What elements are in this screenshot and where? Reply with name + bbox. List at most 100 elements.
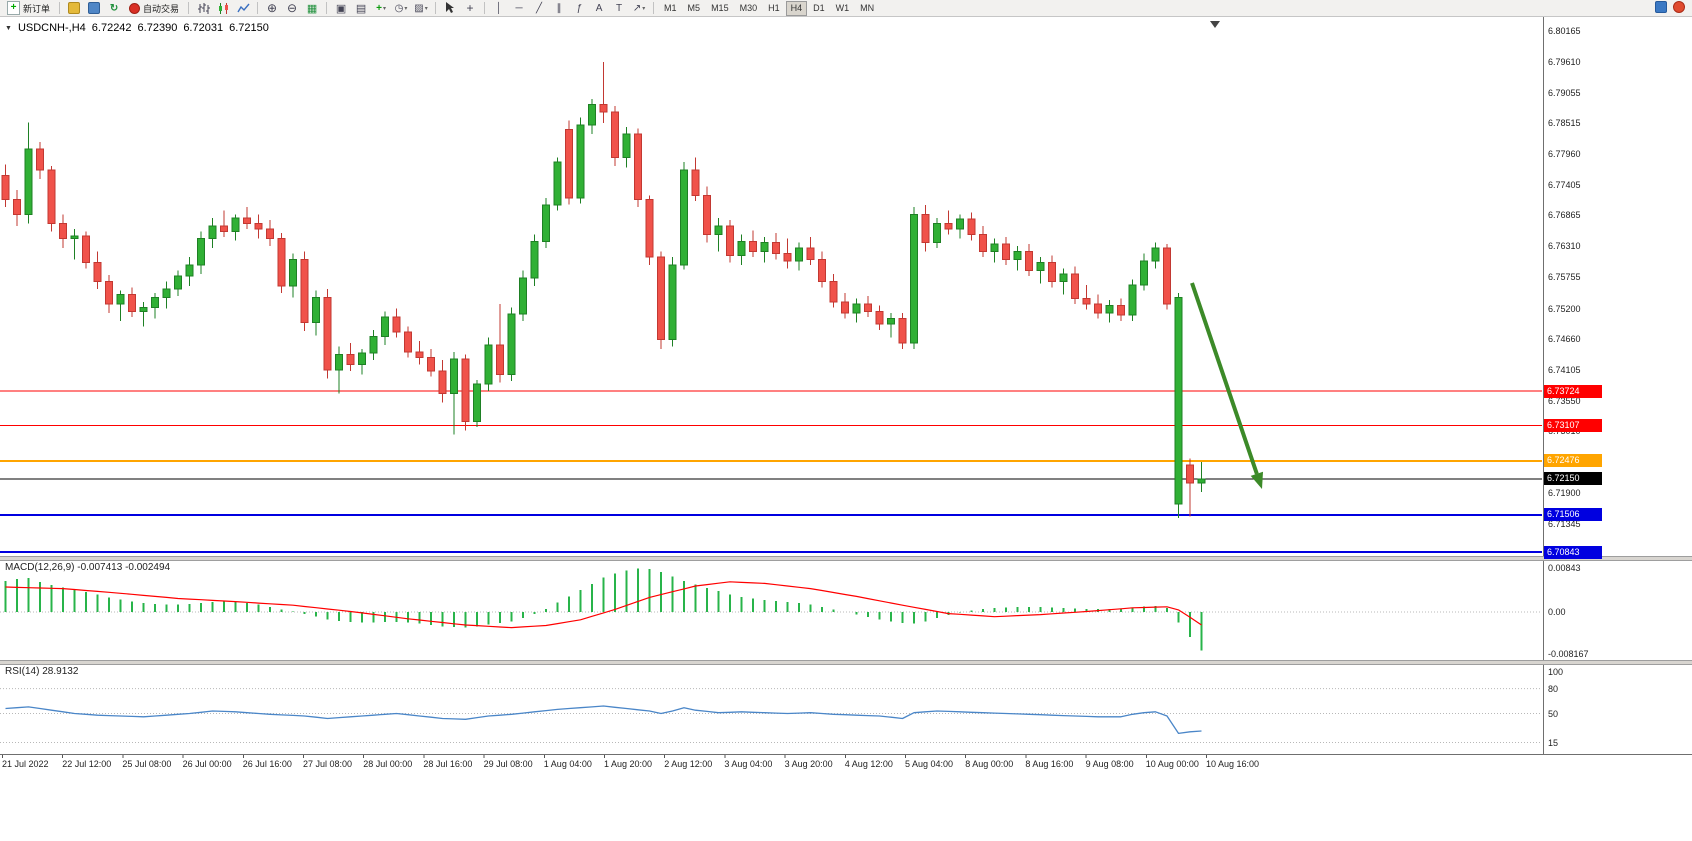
trendline-icon[interactable]: ╱ <box>536 2 543 14</box>
candlestick-chart-icon[interactable] <box>214 1 232 16</box>
candle-body <box>404 331 412 353</box>
candle-body <box>1186 464 1194 484</box>
candle-body <box>1140 260 1148 286</box>
candle-body <box>1151 247 1160 262</box>
label-icon[interactable]: T <box>615 2 623 14</box>
crosshair-icon[interactable]: + <box>466 1 474 15</box>
candle-body <box>1128 284 1137 316</box>
candle-body <box>335 353 343 371</box>
candle-body <box>852 303 861 314</box>
candle-body <box>622 133 631 159</box>
candle-body <box>806 247 815 260</box>
chart-shift-marker[interactable] <box>1210 21 1220 28</box>
refresh-icon[interactable]: ↻ <box>109 2 119 14</box>
candles[interactable] <box>1 62 1206 519</box>
candle-body <box>726 225 734 256</box>
periods-icon[interactable]: ◷ ▾ <box>394 2 408 14</box>
timeframe-button-h4[interactable]: H4 <box>785 0 808 16</box>
notifications-icon[interactable] <box>1673 1 1685 15</box>
indicators-icon[interactable]: + ▾ <box>376 2 386 14</box>
candle-body <box>967 218 976 236</box>
zoom-in-icon[interactable]: ⊕ <box>267 1 278 15</box>
candle-body <box>496 344 504 375</box>
cascade-windows-icon[interactable]: ▤ <box>355 2 367 15</box>
timeframe-button-m30[interactable]: M30 <box>739 2 758 13</box>
auto-trading-icon <box>129 2 141 14</box>
trend-arrow[interactable] <box>1190 282 1263 489</box>
new-order-button[interactable]: + 新订单 <box>3 1 54 16</box>
timeframe-button-h1[interactable]: H1 <box>768 2 780 13</box>
candle-body <box>82 235 90 264</box>
candle-body <box>1059 273 1068 283</box>
timeframe-button-d1[interactable]: D1 <box>813 2 825 13</box>
candle-body <box>841 301 849 314</box>
candle-body <box>783 253 792 262</box>
candle-body <box>1105 305 1114 314</box>
candle-body <box>760 242 769 253</box>
community-icon[interactable] <box>1655 1 1667 15</box>
toolbar-right <box>1655 1 1689 15</box>
market-watch-icon[interactable] <box>85 1 103 16</box>
candle-body <box>990 243 999 253</box>
tile-windows-icon[interactable]: ▣ <box>335 2 347 15</box>
macd-panel-separator[interactable] <box>0 556 1692 561</box>
timeframe-button-mn[interactable]: MN <box>860 2 875 13</box>
candle-body <box>174 275 182 290</box>
candle-body <box>105 281 113 305</box>
cursor-icon[interactable] <box>441 1 459 16</box>
macd-signal-value: -0.002494 <box>125 562 171 573</box>
one-click-trading-toggle[interactable]: ▼ <box>5 24 12 32</box>
horizontal-line-icon[interactable]: ─ <box>515 2 523 14</box>
rsi-panel-separator[interactable] <box>0 660 1692 665</box>
candle-body <box>450 358 458 394</box>
symbol-label: USDCNH-,H4 <box>17 22 86 34</box>
toolbar-separator <box>653 2 655 14</box>
auto-trading-button[interactable]: 自动交易 <box>125 1 183 16</box>
candle-body <box>289 258 297 287</box>
macd-panel[interactable] <box>0 568 1542 651</box>
candle-body <box>47 169 56 225</box>
candle-body <box>956 218 964 230</box>
timeframe-button-m5[interactable]: M5 <box>687 2 701 13</box>
strategy-tester-icon[interactable]: ▦ <box>306 2 318 15</box>
candle-body <box>254 223 263 230</box>
line-chart-icon[interactable] <box>234 1 252 16</box>
candle-body <box>898 318 907 344</box>
ohlc-low: 6.72031 <box>183 22 224 34</box>
candle-body <box>737 240 746 256</box>
candle-body <box>1094 303 1102 314</box>
candle-body <box>530 240 539 279</box>
arrows-icon[interactable]: ↗ ▾ <box>632 2 646 14</box>
vertical-line-icon[interactable]: │ <box>495 2 503 14</box>
candle-body <box>461 358 470 422</box>
candle-body <box>1013 251 1022 260</box>
candle-body <box>220 225 228 232</box>
rsi-panel[interactable] <box>0 688 1542 744</box>
candle-body <box>162 288 171 298</box>
text-icon[interactable]: A <box>595 2 603 14</box>
bar-chart-icon[interactable] <box>194 1 212 16</box>
toolbar-separator <box>257 2 259 14</box>
candle-body <box>1174 296 1183 505</box>
timeframe-group: M1 M5 M15 M30 H1 H4 D1 W1 MN <box>659 0 879 16</box>
candle-body <box>70 235 79 240</box>
zoom-out-icon[interactable]: ⊖ <box>287 1 298 15</box>
candle-body <box>151 296 159 308</box>
fibonacci-icon[interactable]: ƒ <box>576 2 582 14</box>
candle-body <box>484 344 493 385</box>
templates-icon[interactable]: ▨ ▾ <box>414 2 428 14</box>
chart-title: ▼ USDCNH-,H4 6.72242 6.72390 6.72031 6.7… <box>5 22 269 34</box>
timeframe-button-w1[interactable]: W1 <box>835 2 850 13</box>
timeframe-button-m1[interactable]: M1 <box>664 2 677 13</box>
timeframe-button-m15[interactable]: M15 <box>711 2 729 13</box>
channel-icon[interactable]: ∥ <box>556 2 562 14</box>
candle-body <box>553 161 562 206</box>
candle-body <box>1002 243 1010 260</box>
toolbar-separator <box>59 2 61 14</box>
candle-body <box>1036 262 1045 272</box>
ohlc-open: 6.72242 <box>91 22 132 34</box>
metaeditor-icon[interactable] <box>65 1 83 16</box>
macd-label: MACD(12,26,9) -0.007413 -0.002494 <box>5 562 171 573</box>
level-lines[interactable] <box>0 390 1542 554</box>
